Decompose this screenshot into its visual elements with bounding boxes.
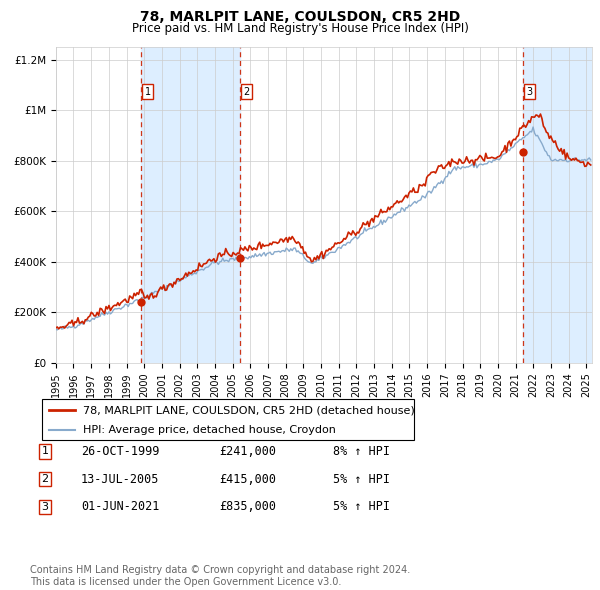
Text: £241,000: £241,000 xyxy=(219,445,276,458)
Text: Price paid vs. HM Land Registry's House Price Index (HPI): Price paid vs. HM Land Registry's House … xyxy=(131,22,469,35)
Text: 3: 3 xyxy=(527,87,533,97)
Text: 2: 2 xyxy=(41,474,49,484)
Text: £835,000: £835,000 xyxy=(219,500,276,513)
Text: 78, MARLPIT LANE, COULSDON, CR5 2HD: 78, MARLPIT LANE, COULSDON, CR5 2HD xyxy=(140,10,460,24)
Text: 5% ↑ HPI: 5% ↑ HPI xyxy=(333,500,390,513)
Text: HPI: Average price, detached house, Croydon: HPI: Average price, detached house, Croy… xyxy=(83,425,336,434)
Text: 3: 3 xyxy=(41,502,49,512)
Text: £415,000: £415,000 xyxy=(219,473,276,486)
Text: 26-OCT-1999: 26-OCT-1999 xyxy=(81,445,160,458)
Bar xyxy=(523,47,592,363)
Text: Contains HM Land Registry data © Crown copyright and database right 2024.
This d: Contains HM Land Registry data © Crown c… xyxy=(30,565,410,587)
Text: 13-JUL-2005: 13-JUL-2005 xyxy=(81,473,160,486)
Text: 01-JUN-2021: 01-JUN-2021 xyxy=(81,500,160,513)
Text: 78, MARLPIT LANE, COULSDON, CR5 2HD (detached house): 78, MARLPIT LANE, COULSDON, CR5 2HD (det… xyxy=(83,405,415,415)
Text: 5% ↑ HPI: 5% ↑ HPI xyxy=(333,473,390,486)
Text: 1: 1 xyxy=(145,87,151,97)
Text: 8% ↑ HPI: 8% ↑ HPI xyxy=(333,445,390,458)
Text: 2: 2 xyxy=(244,87,250,97)
Text: 1: 1 xyxy=(41,447,49,456)
FancyBboxPatch shape xyxy=(42,399,414,440)
Bar xyxy=(141,47,240,363)
